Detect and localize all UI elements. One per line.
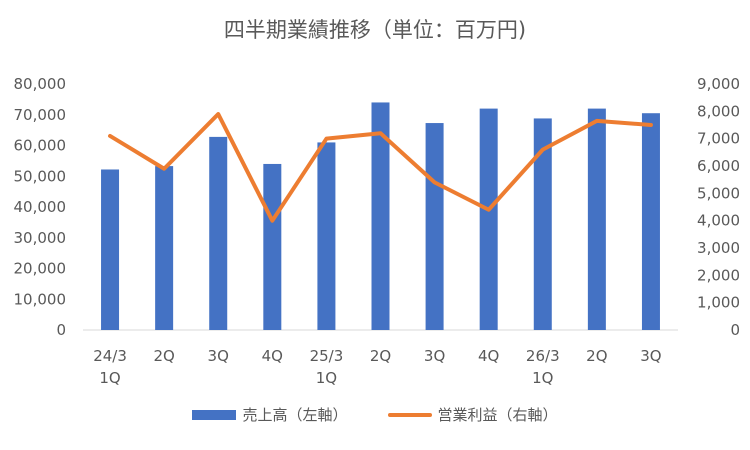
sales-bar [317,142,336,330]
right-tick-label: 2,000 [697,266,740,284]
bar-series [101,102,660,331]
left-tick-label: 20,000 [14,260,67,278]
right-tick-label: 5,000 [697,184,740,202]
category-label: 2Q [153,347,174,365]
right-tick-label: 4,000 [697,212,740,230]
legend: 売上高（左軸） 営業利益（右軸） [0,404,750,425]
category-label: 4Q [262,347,283,365]
legend-label-sales: 売上高（左軸） [242,406,348,424]
category-label: 4Q [478,347,499,365]
left-tick-label: 60,000 [14,137,67,155]
category-label: 1Q [99,369,120,387]
right-tick-label: 9,000 [697,75,740,93]
left-tick-label: 50,000 [14,167,67,185]
sales-bar [371,102,390,330]
right-tick-label: 8,000 [697,102,740,120]
sales-bar [425,123,444,331]
sales-bar [533,118,552,330]
sales-bar [209,136,228,330]
sales-bar [155,166,174,330]
profit-line [108,112,653,223]
sales-bar [101,169,120,330]
left-tick-label: 0 [56,321,66,339]
left-tick-label: 70,000 [14,106,67,124]
left-tick-label: 80,000 [14,75,67,93]
right-tick-label: 7,000 [697,130,740,148]
legend-label-profit: 営業利益（右軸） [437,406,558,424]
legend-item-profit: 営業利益（右軸） [387,404,558,425]
sales-bar [587,108,606,330]
left-tick-label: 40,000 [14,198,67,216]
category-labels: 24/3 1Q 2Q 3Q 4Q 25/3 1Q 2Q 3Q 4Q 26/3 1Q 2Q 3Q [93,347,661,387]
right-axis-ticks: 0 1,000 2,000 3,000 4,000 5,000 6,000 7,000 8,00… [697,75,740,339]
category-label: 1Q [532,369,553,387]
chart-title: 四半期業績推移（単位：百万円) [223,18,527,42]
right-tick-label: 6,000 [697,157,740,175]
category-label: 3Q [424,347,445,365]
sales-bar [263,163,282,330]
category-label: 2Q [586,347,607,365]
legend-swatch-sales [192,409,237,420]
right-tick-label: 3,000 [697,239,740,257]
category-label: 2Q [370,347,391,365]
left-tick-label: 10,000 [14,290,67,308]
left-tick-label: 30,000 [14,229,67,247]
right-tick-label: 0 [730,321,740,339]
category-label: 24/3 [93,347,127,365]
category-label: 3Q [208,347,229,365]
category-label: 1Q [316,369,337,387]
legend-item-sales: 売上高（左軸） [192,404,348,425]
right-tick-label: 1,000 [697,294,740,312]
category-label: 26/3 [526,347,560,365]
category-label: 25/3 [310,347,344,365]
sales-bar [641,113,660,331]
category-label: 3Q [640,347,661,365]
sales-bar [479,108,498,330]
legend-swatch-profit [387,412,432,417]
left-axis-ticks: 0 10,000 20,000 30,000 40,000 50,000 60,000 70,… [14,75,67,339]
